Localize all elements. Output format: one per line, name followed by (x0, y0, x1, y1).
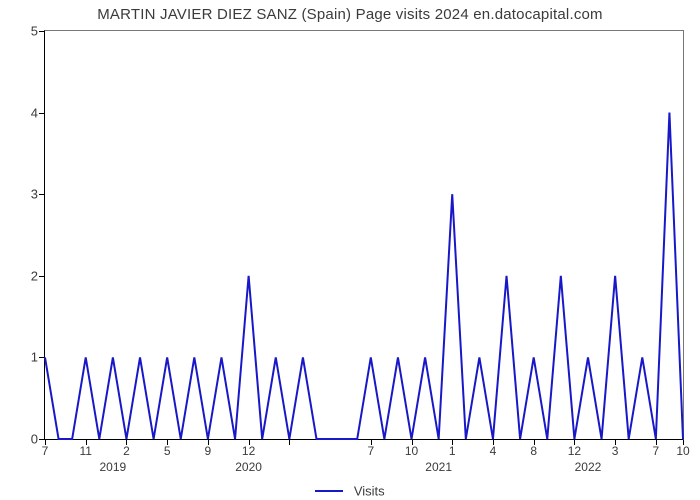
chart-container: MARTIN JAVIER DIEZ SANZ (Spain) Page vis… (0, 0, 700, 500)
x-tick-label: 1 (449, 444, 456, 458)
y-tick-mark (39, 113, 44, 114)
y-tick-mark (39, 31, 44, 32)
y-tick-label: 0 (8, 432, 38, 447)
x-tick-label: 10 (405, 444, 418, 458)
x-tick-label: 7 (42, 444, 49, 458)
legend-label: Visits (354, 483, 385, 498)
y-tick-label: 3 (8, 187, 38, 202)
x-tick-label: 10 (676, 444, 689, 458)
x-tick-label: 3 (612, 444, 619, 458)
x-tick-label: 9 (205, 444, 212, 458)
line-series (45, 31, 683, 439)
x-tick-label: 2 (123, 444, 130, 458)
y-tick-label: 5 (8, 24, 38, 39)
y-tick-mark (39, 357, 44, 358)
x-tick-label: 4 (490, 444, 497, 458)
y-tick-label: 2 (8, 268, 38, 283)
plot-area (44, 30, 684, 440)
chart-title: MARTIN JAVIER DIEZ SANZ (Spain) Page vis… (0, 6, 700, 23)
x-year-label: 2022 (575, 460, 602, 474)
x-tick-label: 12 (568, 444, 581, 458)
y-tick-label: 1 (8, 350, 38, 365)
legend: Visits (0, 482, 700, 500)
x-year-label: 2021 (425, 460, 452, 474)
x-year-label: 2020 (235, 460, 262, 474)
x-tick-label: 11 (79, 444, 91, 458)
x-tick-label: 5 (164, 444, 171, 458)
x-tick-mark (289, 440, 290, 445)
x-tick-label: 8 (530, 444, 537, 458)
y-tick-mark (39, 194, 44, 195)
y-tick-label: 4 (8, 105, 38, 120)
x-tick-label: 7 (653, 444, 660, 458)
y-tick-mark (39, 276, 44, 277)
x-tick-label: 12 (242, 444, 255, 458)
x-tick-label: 7 (367, 444, 374, 458)
y-tick-mark (39, 439, 44, 440)
legend-swatch (315, 490, 343, 492)
x-year-label: 2019 (100, 460, 127, 474)
